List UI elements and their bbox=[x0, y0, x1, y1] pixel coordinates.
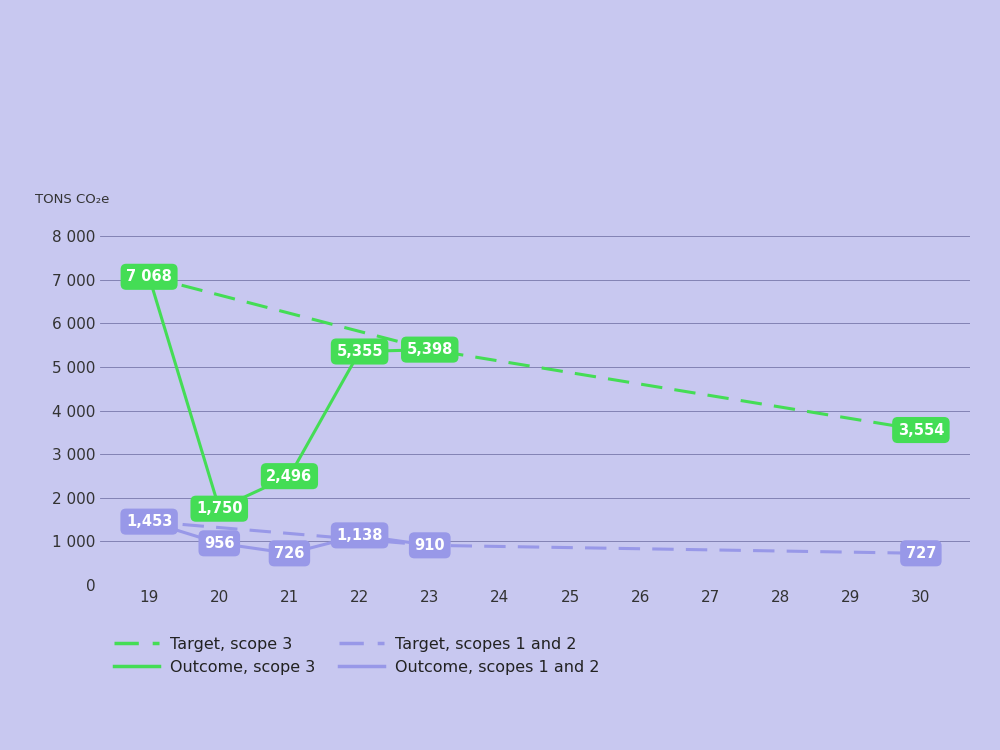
Text: 2,496: 2,496 bbox=[266, 469, 312, 484]
Text: 910: 910 bbox=[414, 538, 445, 553]
Text: 1,750: 1,750 bbox=[196, 501, 243, 516]
Text: 5,355: 5,355 bbox=[336, 344, 383, 359]
Text: 3,554: 3,554 bbox=[898, 422, 944, 437]
Legend: Target, scope 3, Outcome, scope 3, Target, scopes 1 and 2, Outcome, scopes 1 and: Target, scope 3, Outcome, scope 3, Targe… bbox=[108, 631, 606, 681]
Text: 1,138: 1,138 bbox=[336, 528, 383, 543]
Text: 727: 727 bbox=[906, 546, 936, 561]
Text: 7 068: 7 068 bbox=[126, 269, 172, 284]
Text: 726: 726 bbox=[274, 546, 305, 561]
Text: 1,453: 1,453 bbox=[126, 514, 172, 529]
Text: 5,398: 5,398 bbox=[407, 342, 453, 357]
Text: TONS CO₂e: TONS CO₂e bbox=[35, 194, 109, 206]
Text: 956: 956 bbox=[204, 536, 235, 550]
